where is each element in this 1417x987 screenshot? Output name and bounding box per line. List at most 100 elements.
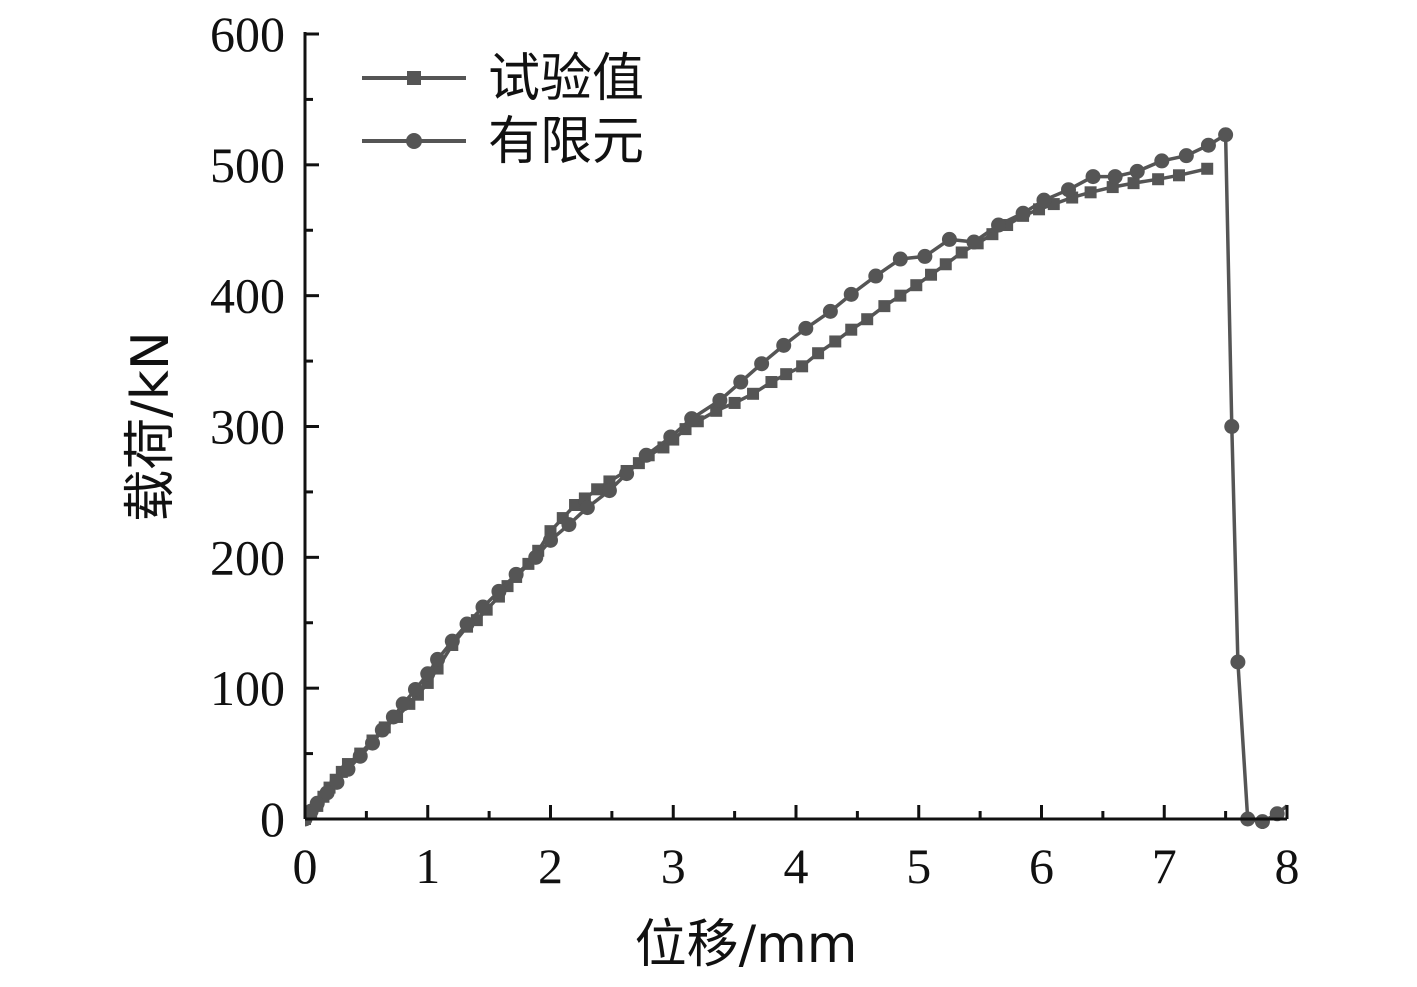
data-point: [1178, 148, 1194, 164]
y-tick-label: 0: [260, 791, 285, 847]
data-point: [1200, 137, 1216, 153]
axes: 0 1 2 3 4 5 6 7 8 0 100 200 300 400 500 600: [210, 6, 1300, 894]
data-point: [501, 580, 514, 593]
x-tick-label: 0: [293, 838, 318, 894]
data-point: [1084, 186, 1097, 199]
data-point: [878, 300, 891, 313]
y-tick-label: 400: [210, 268, 285, 324]
data-point: [601, 483, 617, 499]
data-point: [663, 429, 679, 445]
y-tick-label: 500: [210, 137, 285, 193]
data-point: [407, 681, 423, 697]
x-tick-label: 1: [415, 838, 440, 894]
data-point: [1218, 127, 1234, 143]
data-point: [966, 234, 982, 250]
data-point: [1015, 205, 1031, 221]
data-point: [894, 289, 907, 302]
data-point: [1127, 177, 1140, 190]
legend-marker: [406, 133, 422, 149]
data-point: [765, 376, 778, 389]
data-point: [991, 217, 1007, 233]
data-point: [1085, 169, 1101, 185]
data-point: [843, 286, 859, 302]
data-point: [955, 246, 968, 259]
legend-entry-1: 试验值: [362, 49, 644, 109]
data-point: [1224, 419, 1240, 434]
data-point: [861, 313, 874, 326]
data-point: [444, 633, 460, 649]
data-point: [491, 583, 507, 599]
data-point: [941, 231, 957, 247]
data-point: [917, 248, 933, 264]
data-point: [365, 735, 381, 751]
data-point: [812, 347, 825, 360]
data-point: [561, 517, 577, 533]
data-point: [925, 268, 938, 281]
data-point: [754, 356, 770, 372]
data-point: [728, 396, 741, 409]
data-point: [528, 549, 544, 565]
data-point: [395, 696, 411, 712]
legend-marker: [407, 71, 421, 85]
y-tick-label: 100: [210, 660, 285, 716]
data-point: [776, 337, 792, 353]
plot-area: [305, 127, 1289, 829]
data-point: [579, 500, 595, 516]
data-point: [1154, 153, 1170, 169]
y-axis-title: 载荷/kN: [121, 331, 181, 522]
data-point: [374, 722, 390, 738]
data-point: [329, 774, 345, 790]
data-point: [508, 566, 524, 582]
series-line-2: [305, 132, 1289, 824]
data-point: [1107, 169, 1123, 185]
data-point: [684, 411, 700, 427]
data-point: [822, 303, 838, 319]
x-tick-label: 4: [784, 838, 809, 894]
data-point: [385, 709, 401, 725]
data-point: [619, 466, 635, 482]
data-point: [733, 374, 749, 390]
data-point: [1129, 163, 1145, 179]
data-point: [892, 251, 908, 267]
data-point: [910, 279, 923, 292]
legend-entry-2: 有限元: [362, 112, 644, 172]
data-point: [459, 616, 475, 632]
data-point: [319, 785, 335, 801]
data-point: [1172, 169, 1185, 182]
data-point: [845, 323, 858, 336]
data-point: [591, 483, 604, 496]
legend-label: 有限元: [488, 112, 644, 172]
data-point: [1152, 173, 1165, 186]
data-point: [1061, 182, 1077, 198]
series-1: [305, 162, 1214, 825]
data-point: [780, 368, 793, 381]
y-tick-label: 300: [210, 399, 285, 455]
data-point: [352, 748, 368, 764]
data-point: [1036, 192, 1052, 208]
series-line-1: [305, 167, 1208, 821]
data-point: [1201, 162, 1214, 175]
data-point: [798, 320, 814, 336]
legend-label: 试验值: [488, 49, 644, 109]
x-tick-label: 6: [1029, 838, 1054, 894]
x-tick-label: 8: [1275, 838, 1300, 894]
data-point: [868, 268, 884, 284]
data-point: [829, 335, 842, 348]
data-point: [939, 258, 952, 271]
data-point: [638, 447, 654, 463]
data-point: [430, 651, 446, 667]
x-axis-title: 位移/mm: [635, 915, 858, 975]
data-point: [309, 795, 325, 811]
x-tick-label: 3: [661, 838, 686, 894]
x-tick-label: 7: [1152, 838, 1177, 894]
data-point: [340, 761, 356, 777]
data-point: [712, 392, 728, 408]
y-tick-label: 200: [210, 529, 285, 585]
data-point: [569, 499, 582, 511]
x-tick-label: 5: [906, 838, 931, 894]
data-point: [796, 360, 809, 373]
data-point: [420, 666, 436, 682]
data-point: [747, 387, 760, 400]
